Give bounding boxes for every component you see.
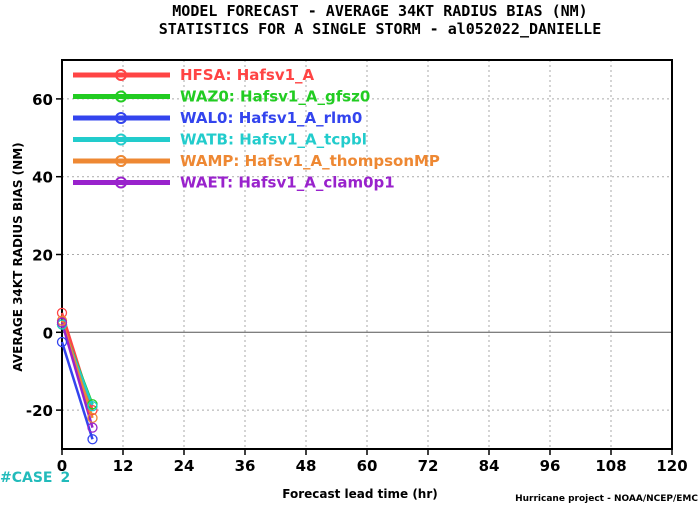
y-tick-label: 20 <box>32 247 53 265</box>
case-label-text: #CASE <box>0 470 53 486</box>
legend-entry: WATB: Hafsv1_A_tcpbl <box>180 131 367 149</box>
legend-marker <box>115 155 127 167</box>
x-tick-label: 60 <box>357 457 378 475</box>
chart-title: MODEL FORECAST - AVERAGE 34KT RADIUS BIA… <box>172 2 587 20</box>
x-tick-label: 0 <box>57 457 67 475</box>
series-point <box>56 336 68 348</box>
x-tick-label: 72 <box>418 457 439 475</box>
legend-marker <box>115 90 127 103</box>
x-tick-label: 96 <box>540 457 561 475</box>
series-point <box>87 401 98 412</box>
legend-marker <box>115 176 127 189</box>
x-tick-label: 108 <box>595 457 626 475</box>
y-tick-label: 0 <box>43 324 53 342</box>
case-count: 2 <box>61 470 71 486</box>
series-point <box>87 422 98 433</box>
series-point <box>56 307 68 319</box>
x-tick-label: 120 <box>656 457 687 475</box>
series-point <box>87 412 98 424</box>
legend-marker <box>115 133 127 146</box>
axis-ticks: 0 12 24 36 48 60 72 84 96 108 120 -20 0 20 40 60 <box>26 91 688 475</box>
x-axis-label: Forecast lead time (hr) <box>282 487 438 501</box>
legend-marker <box>115 112 127 124</box>
x-tick-label: 36 <box>235 457 256 475</box>
x-tick-label: 12 <box>113 457 134 475</box>
x-tick-label: 48 <box>296 457 317 475</box>
legend-entry: WAMP: Hafsv1_A_thompsonMP <box>180 152 440 170</box>
legend-entry: WAET: Hafsv1_A_clam0p1 <box>180 174 395 192</box>
y-tick-label: -20 <box>26 402 53 420</box>
chart-subtitle: STATISTICS FOR A SINGLE STORM - al052022… <box>159 20 602 38</box>
legend-entry: WAZ0: Hafsv1_A_gfsz0 <box>180 88 370 106</box>
y-tick-label: 60 <box>32 91 53 109</box>
x-tick-label: 84 <box>479 457 500 475</box>
y-axis-label: AVERAGE 34KT RADIUS BIAS (NM) <box>11 142 25 371</box>
credit-text: Hurricane project - NOAA/NCEP/EMC <box>515 494 698 504</box>
series-point <box>87 404 98 416</box>
legend: HFSA: Hafsv1_A WAZ0: Hafsv1_A_gfsz0 WAL0: … <box>73 66 440 192</box>
series-line <box>60 341 94 440</box>
y-tick-label: 40 <box>32 169 53 187</box>
legend-entry: WAL0: Hafsv1_A_rlm0 <box>180 109 362 127</box>
series-point <box>87 434 98 445</box>
series-point <box>56 317 68 328</box>
series-layer <box>56 307 98 445</box>
x-tick-label: 24 <box>174 457 195 475</box>
legend-entry: HFSA: Hafsv1_A <box>180 66 315 84</box>
legend-marker <box>115 69 127 81</box>
case-label: #CASE 2 <box>0 470 70 486</box>
